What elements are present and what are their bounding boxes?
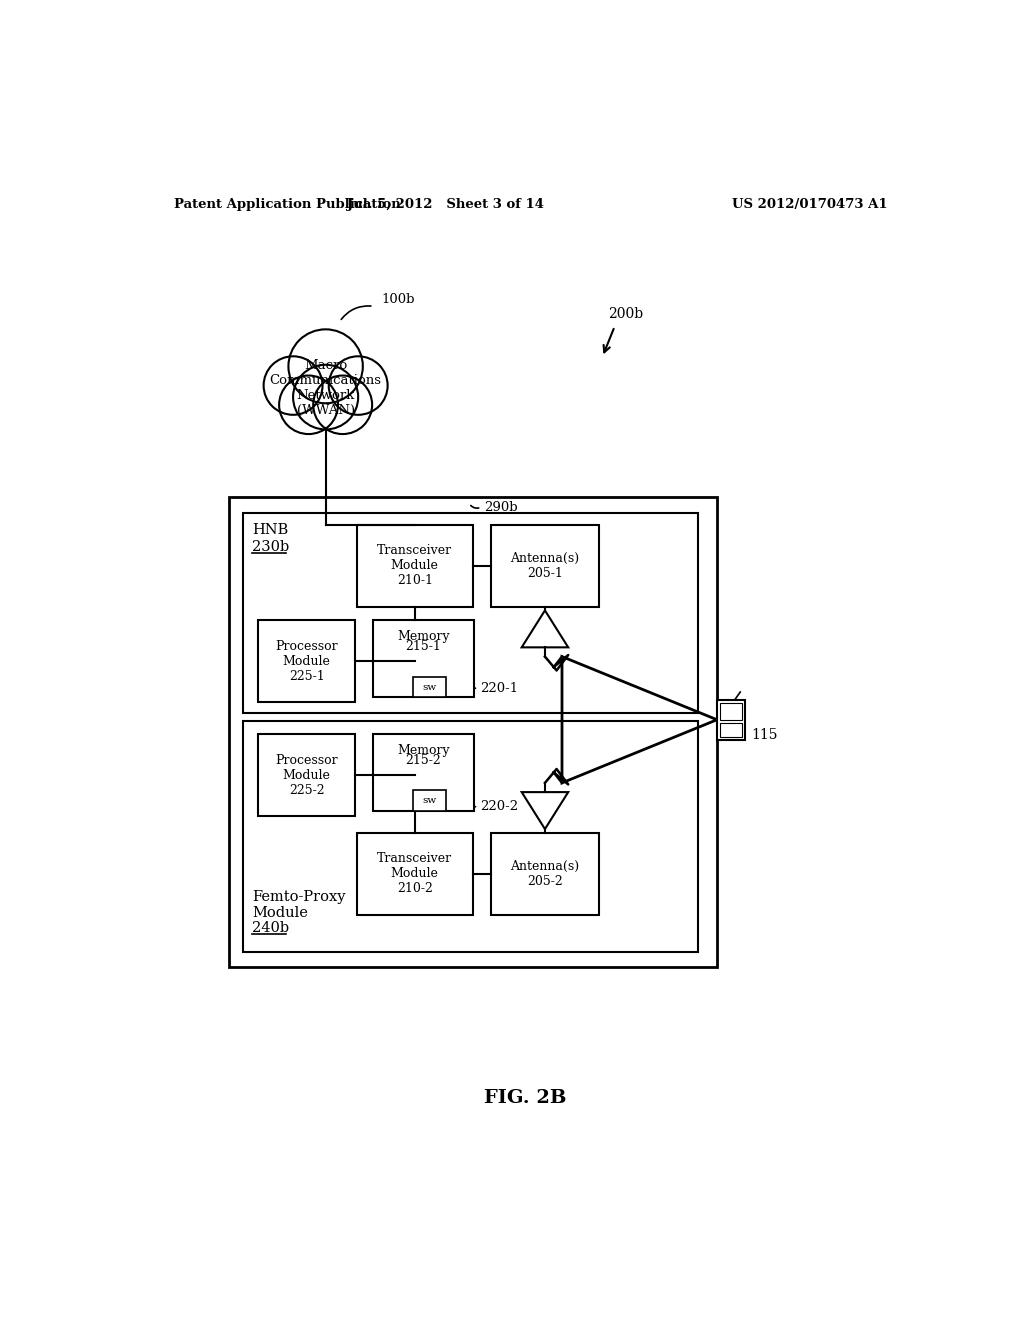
Text: 215-2: 215-2 (406, 755, 441, 767)
Bar (720, 702, 741, 719)
Text: Transceiver
Module
210-1: Transceiver Module 210-1 (377, 544, 453, 587)
Bar (490, 833, 599, 915)
Text: 230b: 230b (252, 540, 289, 553)
Bar (373, 620, 474, 697)
Text: Macro
Communications
Network
(WWAN): Macro Communications Network (WWAN) (269, 359, 382, 417)
Bar (243, 721, 698, 952)
Bar (356, 525, 473, 607)
Text: 290b: 290b (484, 500, 518, 513)
Text: 100b: 100b (381, 293, 415, 306)
Circle shape (263, 356, 323, 414)
Bar (258, 734, 355, 816)
Text: 220-1: 220-1 (480, 681, 518, 694)
Text: Processor
Module
225-1: Processor Module 225-1 (275, 640, 338, 682)
Text: Jul. 5, 2012   Sheet 3 of 14: Jul. 5, 2012 Sheet 3 of 14 (347, 198, 544, 211)
Bar (373, 734, 474, 812)
Text: HNB: HNB (252, 524, 288, 537)
Bar (720, 723, 741, 737)
Bar (356, 833, 473, 915)
Bar (258, 620, 355, 702)
Bar (490, 525, 599, 607)
Text: FIG. 2B: FIG. 2B (483, 1089, 566, 1106)
Text: 220-2: 220-2 (480, 800, 518, 813)
Circle shape (293, 364, 358, 429)
Text: Memory: Memory (397, 743, 450, 756)
Text: Processor
Module
225-2: Processor Module 225-2 (275, 754, 338, 797)
Text: Antenna(s)
205-2: Antenna(s) 205-2 (510, 859, 580, 888)
Text: sw: sw (422, 796, 436, 805)
Bar (414, 677, 445, 697)
Text: Antenna(s)
205-1: Antenna(s) 205-1 (510, 552, 580, 579)
Text: Patent Application Publication: Patent Application Publication (174, 198, 401, 211)
Circle shape (329, 356, 388, 414)
Circle shape (280, 376, 338, 434)
Bar (243, 512, 698, 713)
Circle shape (289, 330, 362, 404)
Text: US 2012/0170473 A1: US 2012/0170473 A1 (732, 198, 888, 211)
Bar (414, 789, 445, 812)
Text: 240b: 240b (252, 921, 289, 935)
Bar (717, 700, 744, 739)
Text: 200b: 200b (608, 308, 644, 321)
Circle shape (313, 376, 372, 434)
Text: 115: 115 (751, 729, 777, 742)
Text: 215-1: 215-1 (406, 640, 441, 653)
Text: sw: sw (422, 682, 436, 692)
Bar (228, 498, 717, 966)
Text: Femto-Proxy
Module: Femto-Proxy Module (252, 890, 345, 920)
Text: Transceiver
Module
210-2: Transceiver Module 210-2 (377, 853, 453, 895)
Text: Memory: Memory (397, 630, 450, 643)
